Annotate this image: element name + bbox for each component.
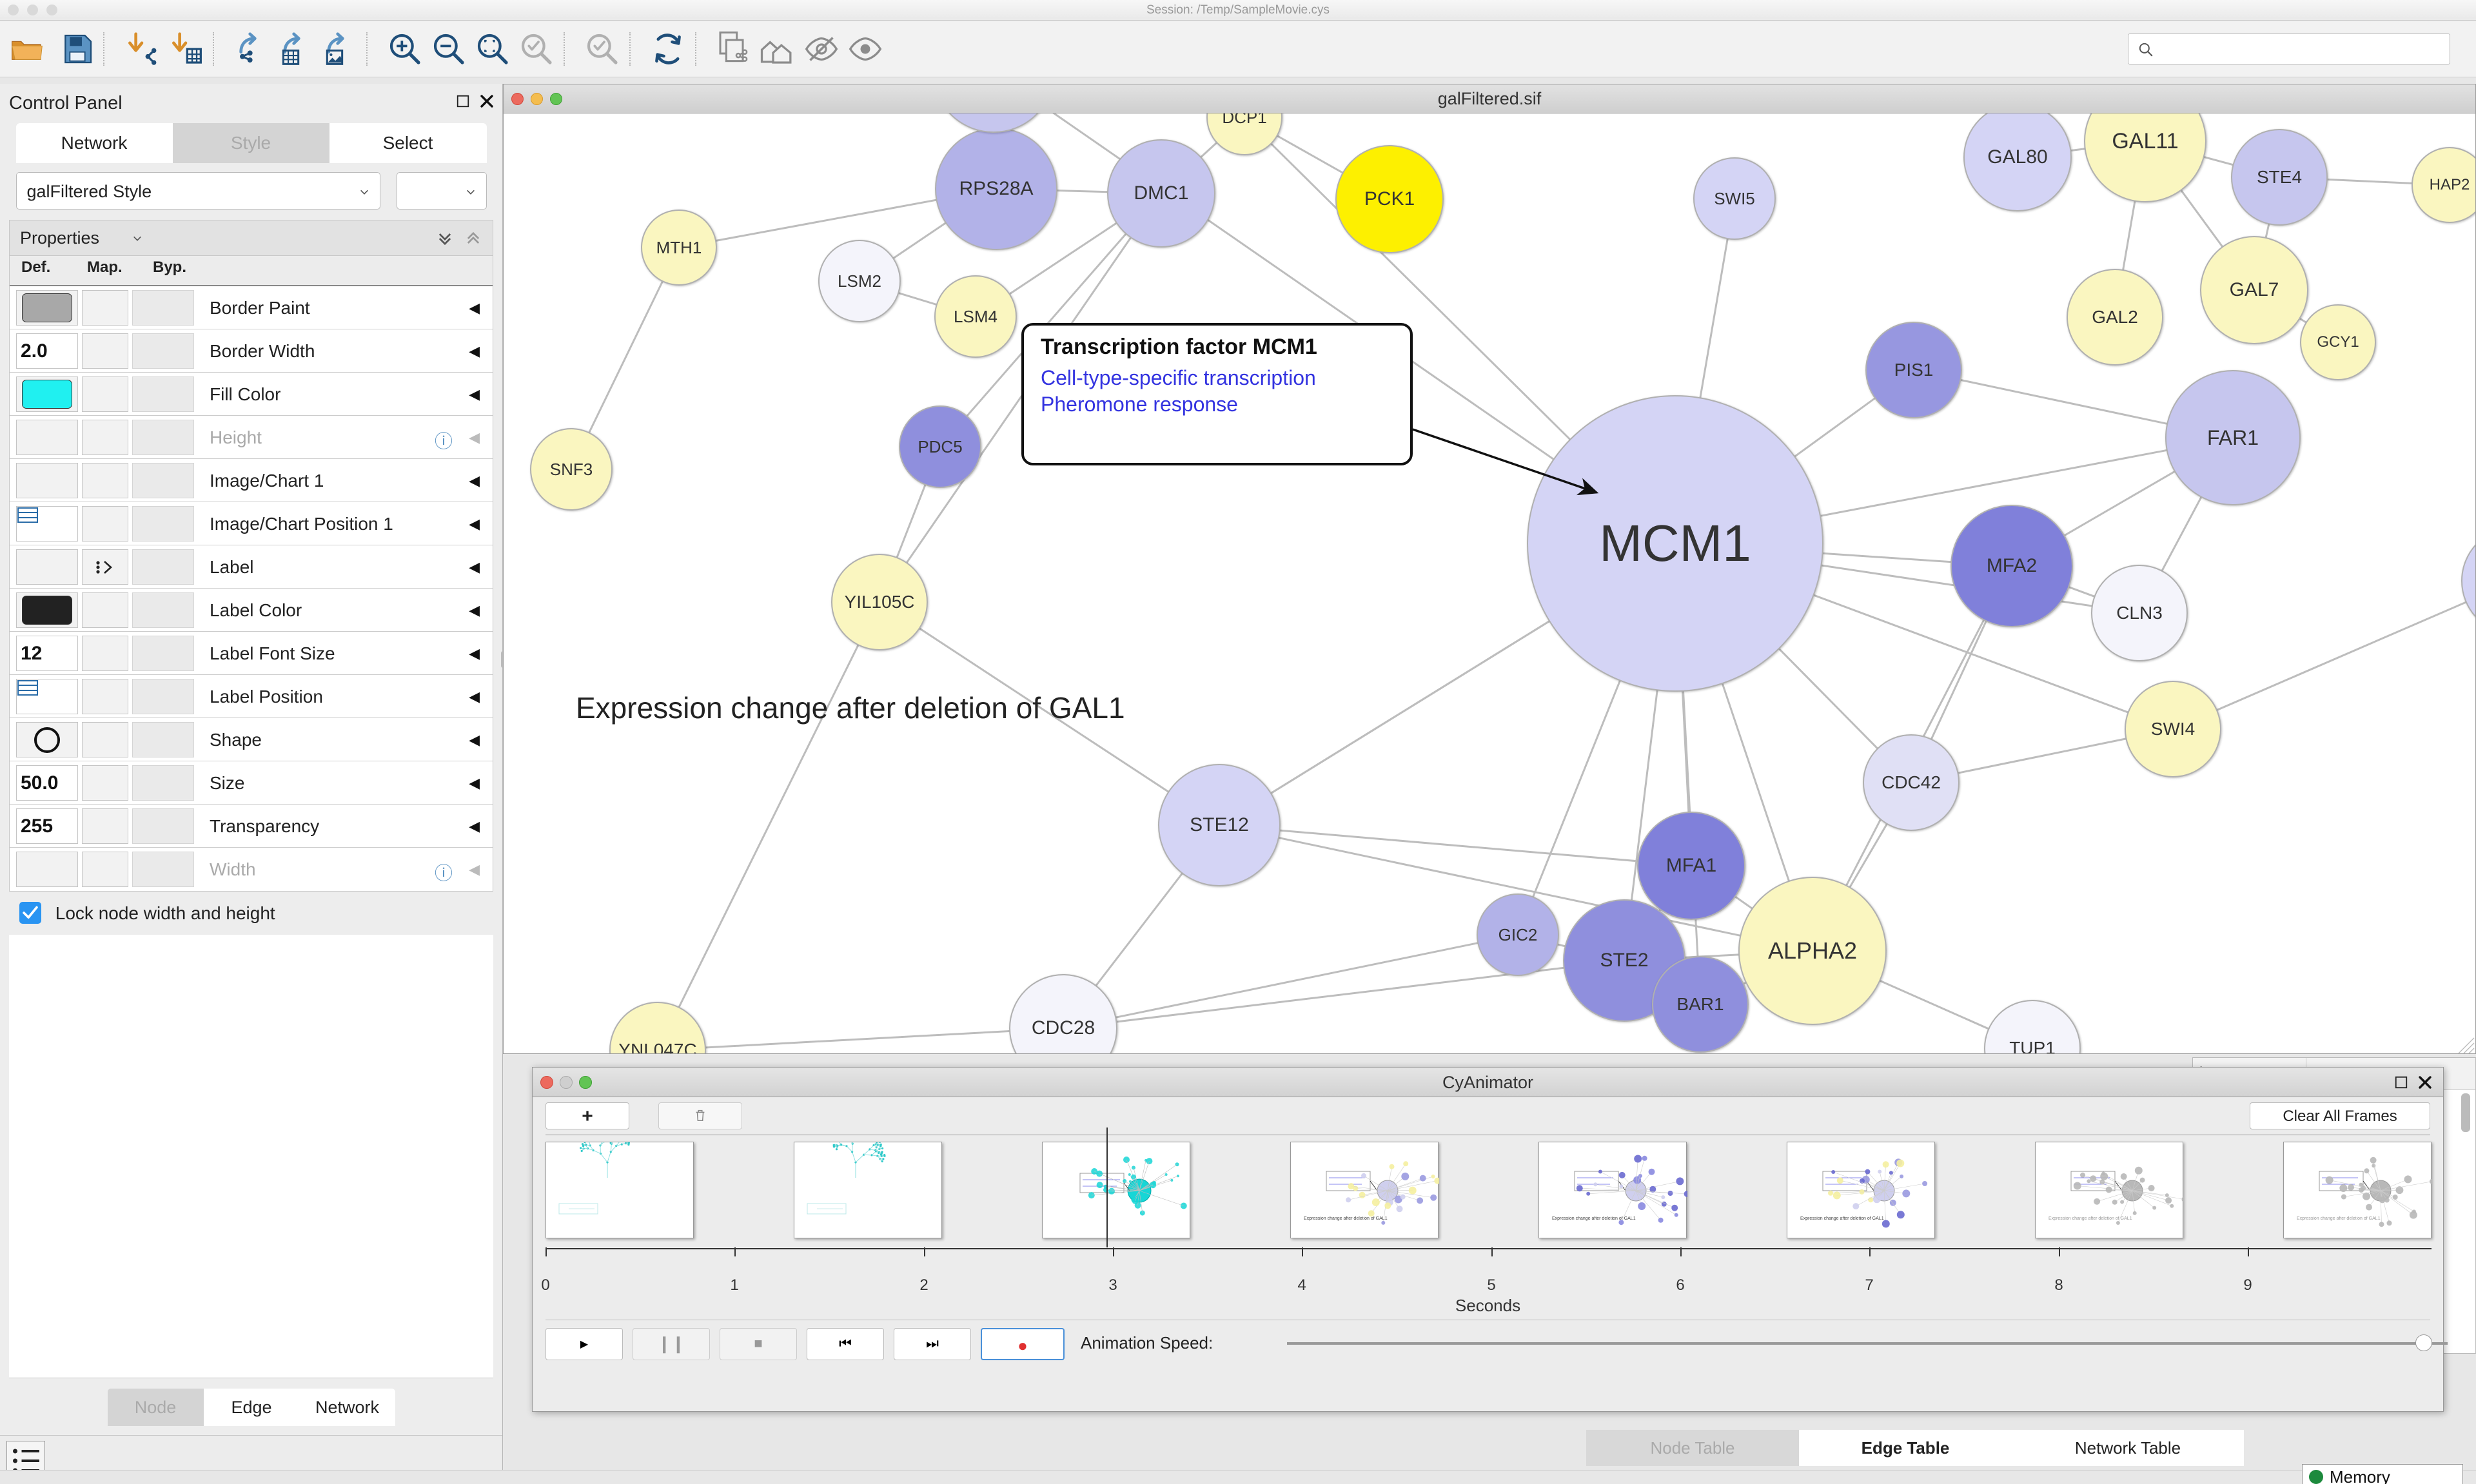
svg-text:Expression change after deleti: Expression change after deletion of GAL1: [2297, 1216, 2381, 1221]
svg-text:Expression change after deleti: Expression change after deletion of GAL1: [1552, 1216, 1636, 1221]
svg-text:Expression change after deleti: Expression change after deletion of GAL1: [1304, 1216, 1388, 1221]
svg-text:Expression change after deleti: Expression change after deletion of GAL1: [1800, 1216, 1884, 1221]
svg-text:Expression change after deleti: Expression change after deletion of GAL1: [2049, 1216, 2132, 1221]
